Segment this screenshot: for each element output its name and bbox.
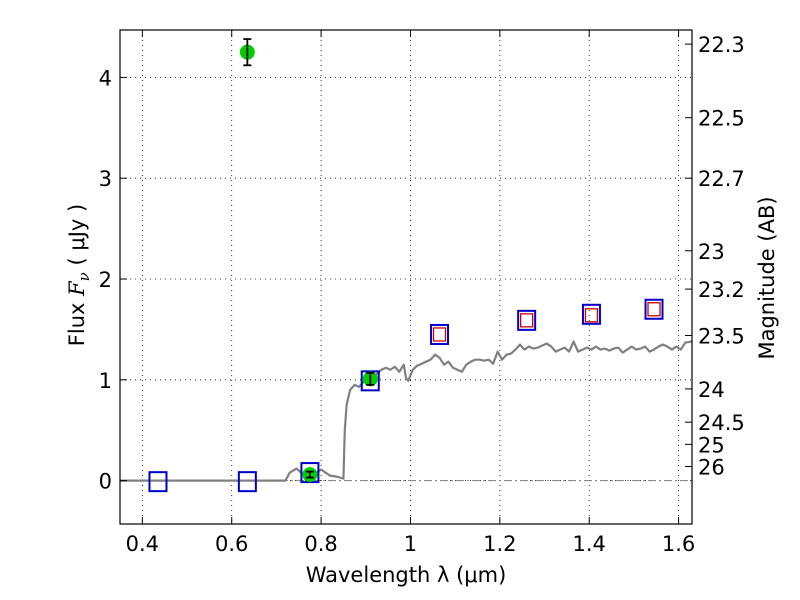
- upper-limit-marker: [584, 308, 599, 323]
- model-photometry-marker: [237, 471, 257, 493]
- axes-ticks: 0.4 0.6 0.8 1 1.2 1.4 1.60123422.322.522.72323…: [99, 30, 745, 556]
- upper-limit-marker: [432, 327, 447, 342]
- y-tick-label: 2: [99, 268, 112, 292]
- x-tick-label: 1.2: [483, 532, 516, 556]
- x-tick-label: 1: [404, 532, 417, 556]
- y-axis-title: Flux Fν ( μJy ): [65, 204, 93, 346]
- x-tick-label: 1.6: [662, 532, 695, 556]
- y2-axis-title: Magnitude (AB): [755, 196, 779, 359]
- model-photometry-marker: [644, 298, 664, 320]
- sed-model-line: [120, 340, 693, 482]
- y-axis-title-suffix: ( μJy ): [65, 204, 89, 272]
- magnitude-tick-label: 26: [698, 456, 725, 480]
- magnitude-tick-label: 22.3: [698, 33, 745, 57]
- y-axis-title-symbol: F: [65, 280, 89, 297]
- plot-frame: [119, 29, 693, 525]
- upper-limit-marker: [520, 313, 534, 328]
- magnitude-tick-label: 25: [698, 433, 725, 457]
- y-tick-label: 0: [99, 470, 112, 494]
- magnitude-tick-label: 23.2: [698, 278, 745, 302]
- x-tick-label: 0.6: [215, 532, 248, 556]
- magnitude-tick-label: 22.5: [698, 107, 745, 131]
- magnitude-tick-label: 24.5: [698, 411, 745, 435]
- model-photometry-marker: [148, 471, 168, 493]
- x-tick-label: 0.4: [126, 532, 159, 556]
- upper-limit-marker: [647, 302, 661, 317]
- plot-area: [120, 38, 693, 493]
- y-axis-title-subscript: ν: [75, 272, 93, 281]
- x-axis-title: Wavelength λ (μm): [306, 563, 507, 587]
- magnitude-tick-label: 24: [698, 378, 725, 402]
- magnitude-tick-label: 22.7: [698, 167, 745, 191]
- magnitude-tick-label: 23: [698, 240, 725, 264]
- model-photometry-marker: [430, 323, 450, 345]
- model-photometry-marker: [517, 309, 537, 331]
- y-axis-title-prefix: Flux: [65, 296, 89, 346]
- y-tick-label: 1: [99, 369, 112, 393]
- y-tick-label: 3: [99, 167, 112, 191]
- magnitude-tick-label: 23.5: [698, 324, 745, 348]
- x-tick-label: 1.4: [573, 532, 606, 556]
- model-photometry-marker: [581, 303, 601, 325]
- x-tick-label: 0.8: [304, 532, 337, 556]
- y-tick-label: 4: [99, 66, 112, 90]
